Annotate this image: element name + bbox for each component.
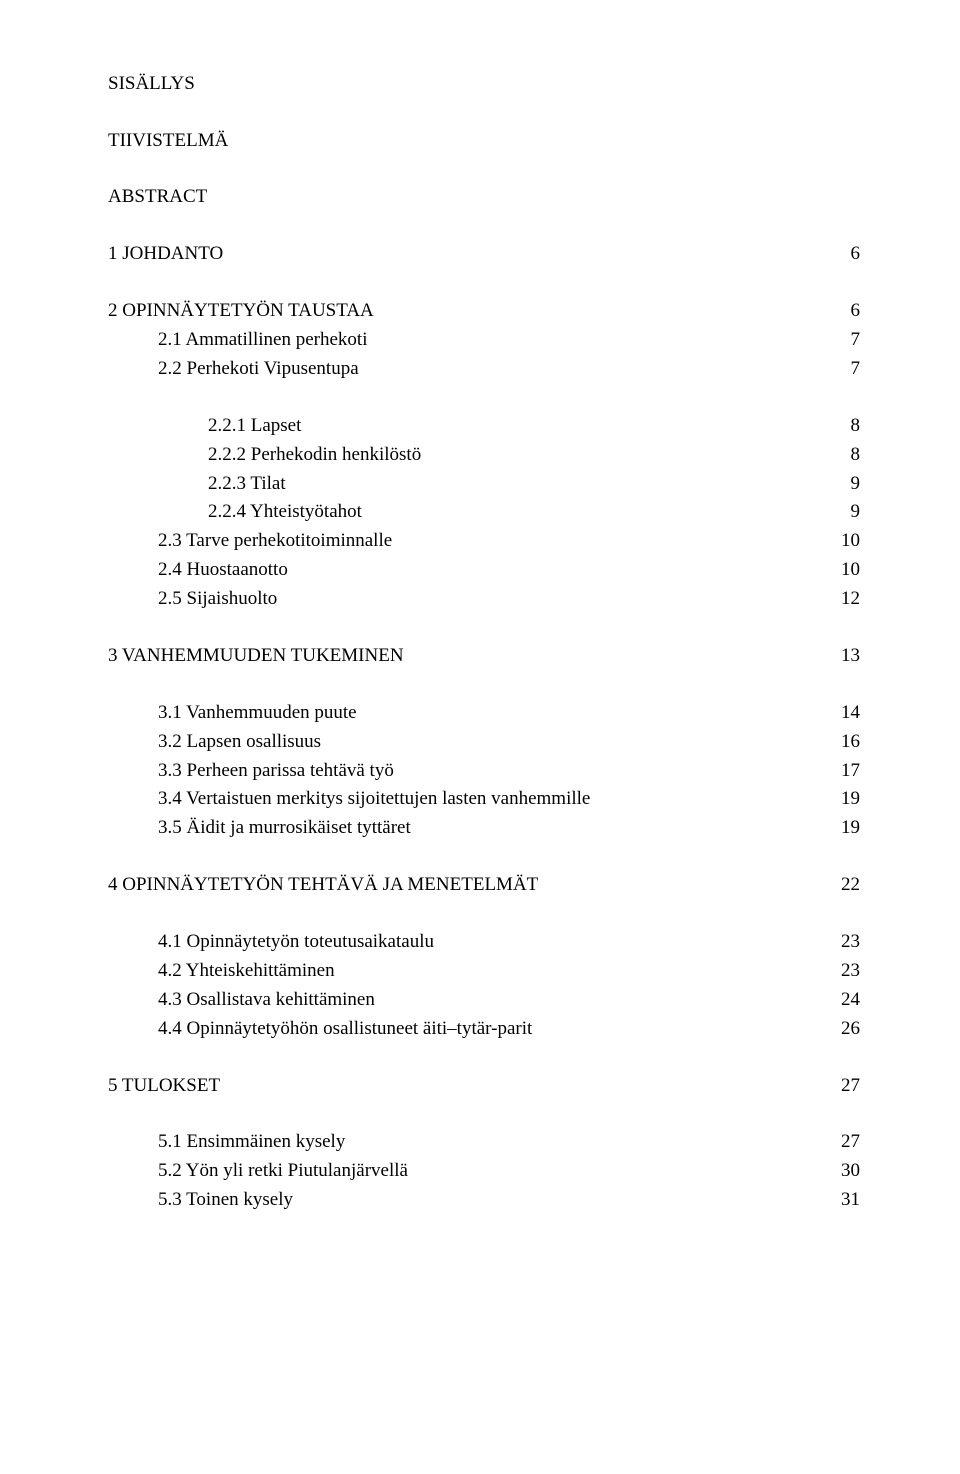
toc-page: 19: [820, 785, 860, 814]
front-matter: ABSTRACT: [108, 183, 860, 212]
toc-label: 2.2 Perhekoti Vipusentupa: [108, 355, 820, 384]
toc-page: 16: [820, 728, 860, 757]
front-label: ABSTRACT: [108, 183, 860, 212]
toc-label: 2 OPINNÄYTETYÖN TAUSTAA: [108, 297, 820, 326]
toc-group: 2.2.1 Lapset82.2.2 Perhekodin henkilöstö…: [108, 412, 860, 614]
toc-label: 5.3 Toinen kysely: [108, 1186, 820, 1215]
toc-label: 4.4 Opinnäytetyöhön osallistuneet äiti–t…: [108, 1015, 820, 1044]
front-matter: TIIVISTELMÄ: [108, 127, 860, 156]
toc-page: 10: [820, 527, 860, 556]
front-label: TIIVISTELMÄ: [108, 127, 860, 156]
table-of-contents: 1 JOHDANTO62 OPINNÄYTETYÖN TAUSTAA62.1 A…: [108, 240, 860, 1215]
toc-page: 9: [820, 470, 860, 499]
toc-label: 5.2 Yön yli retki Piutulanjärvellä: [108, 1157, 820, 1186]
toc-row: 5.2 Yön yli retki Piutulanjärvellä30: [108, 1157, 860, 1186]
toc-page: 7: [820, 355, 860, 384]
toc-label: 3.2 Lapsen osallisuus: [108, 728, 820, 757]
toc-row: 3.4 Vertaistuen merkitys sijoitettujen l…: [108, 785, 860, 814]
toc-page: 23: [820, 928, 860, 957]
toc-group: 3 VANHEMMUUDEN TUKEMINEN13: [108, 642, 860, 671]
toc-page: 10: [820, 556, 860, 585]
toc-page: 6: [820, 297, 860, 326]
front-item: ABSTRACT: [108, 183, 860, 212]
toc-label: 2.3 Tarve perhekotitoiminnalle: [108, 527, 820, 556]
toc-row: 2 OPINNÄYTETYÖN TAUSTAA6: [108, 297, 860, 326]
toc-row: 4 OPINNÄYTETYÖN TEHTÄVÄ JA MENETELMÄT22: [108, 871, 860, 900]
toc-page: 30: [820, 1157, 860, 1186]
toc-group: 1 JOHDANTO6: [108, 240, 860, 269]
toc-group: 2 OPINNÄYTETYÖN TAUSTAA62.1 Ammatillinen…: [108, 297, 860, 384]
toc-row: 2.2.3 Tilat9: [108, 470, 860, 499]
toc-page: 6: [820, 240, 860, 269]
toc-label: 5.1 Ensimmäinen kysely: [108, 1128, 820, 1157]
toc-row: 4.2 Yhteiskehittäminen23: [108, 957, 860, 986]
toc-label: 4.3 Osallistava kehittäminen: [108, 986, 820, 1015]
toc-row: 2.2.4 Yhteistyötahot9: [108, 498, 860, 527]
toc-group: 4 OPINNÄYTETYÖN TEHTÄVÄ JA MENETELMÄT22: [108, 871, 860, 900]
toc-page: 7: [820, 326, 860, 355]
toc-label: 2.1 Ammatillinen perhekoti: [108, 326, 820, 355]
toc-row: 2.3 Tarve perhekotitoiminnalle10: [108, 527, 860, 556]
toc-page: 31: [820, 1186, 860, 1215]
toc-group: 3.1 Vanhemmuuden puute143.2 Lapsen osall…: [108, 699, 860, 843]
toc-row: 4.1 Opinnäytetyön toteutusaikataulu23: [108, 928, 860, 957]
toc-label: 3.3 Perheen parissa tehtävä työ: [108, 757, 820, 786]
toc-group: 4.1 Opinnäytetyön toteutusaikataulu234.2…: [108, 928, 860, 1044]
toc-label: 3.5 Äidit ja murrosikäiset tyttäret: [108, 814, 820, 843]
toc-row: 2.2.1 Lapset8: [108, 412, 860, 441]
toc-page: 24: [820, 986, 860, 1015]
toc-row: 5.3 Toinen kysely31: [108, 1186, 860, 1215]
toc-page: 13: [820, 642, 860, 671]
toc-page: 27: [820, 1072, 860, 1101]
toc-row: 2.5 Sijaishuolto12: [108, 585, 860, 614]
toc-label: 5 TULOKSET: [108, 1072, 820, 1101]
toc-page: 19: [820, 814, 860, 843]
toc-row: 2.2.2 Perhekodin henkilöstö8: [108, 441, 860, 470]
toc-label: 2.2.1 Lapset: [108, 412, 820, 441]
toc-page: 8: [820, 412, 860, 441]
front-item: TIIVISTELMÄ: [108, 127, 860, 156]
toc-row: 3.5 Äidit ja murrosikäiset tyttäret19: [108, 814, 860, 843]
toc-row: 2.1 Ammatillinen perhekoti7: [108, 326, 860, 355]
toc-group: 5 TULOKSET27: [108, 1072, 860, 1101]
toc-label: 4.1 Opinnäytetyön toteutusaikataulu: [108, 928, 820, 957]
toc-page: 23: [820, 957, 860, 986]
toc-label: 2.4 Huostaanotto: [108, 556, 820, 585]
toc-group: 5.1 Ensimmäinen kysely275.2 Yön yli retk…: [108, 1128, 860, 1215]
toc-page: 27: [820, 1128, 860, 1157]
toc-title: SISÄLLYS: [108, 70, 860, 99]
toc-page: 12: [820, 585, 860, 614]
toc-label: 2.2.3 Tilat: [108, 470, 820, 499]
toc-label: 4 OPINNÄYTETYÖN TEHTÄVÄ JA MENETELMÄT: [108, 871, 820, 900]
toc-page: 8: [820, 441, 860, 470]
toc-label: 4.2 Yhteiskehittäminen: [108, 957, 820, 986]
toc-page: 26: [820, 1015, 860, 1044]
toc-page: 9: [820, 498, 860, 527]
toc-row: 5 TULOKSET27: [108, 1072, 860, 1101]
toc-label: 1 JOHDANTO: [108, 240, 820, 269]
toc-label: 3.4 Vertaistuen merkitys sijoitettujen l…: [108, 785, 820, 814]
toc-row: 5.1 Ensimmäinen kysely27: [108, 1128, 860, 1157]
toc-row: 1 JOHDANTO6: [108, 240, 860, 269]
toc-label: 3 VANHEMMUUDEN TUKEMINEN: [108, 642, 820, 671]
toc-row: 4.4 Opinnäytetyöhön osallistuneet äiti–t…: [108, 1015, 860, 1044]
toc-row: 3.3 Perheen parissa tehtävä työ17: [108, 757, 860, 786]
toc-label: 2.5 Sijaishuolto: [108, 585, 820, 614]
toc-label: 3.1 Vanhemmuuden puute: [108, 699, 820, 728]
toc-row: 4.3 Osallistava kehittäminen24: [108, 986, 860, 1015]
toc-row: 2.2 Perhekoti Vipusentupa7: [108, 355, 860, 384]
toc-page: 17: [820, 757, 860, 786]
toc-label: 2.2.4 Yhteistyötahot: [108, 498, 820, 527]
toc-page: 22: [820, 871, 860, 900]
toc-label: 2.2.2 Perhekodin henkilöstö: [108, 441, 820, 470]
toc-row: 3 VANHEMMUUDEN TUKEMINEN13: [108, 642, 860, 671]
toc-row: 3.1 Vanhemmuuden puute14: [108, 699, 860, 728]
toc-row: 2.4 Huostaanotto10: [108, 556, 860, 585]
toc-page: 14: [820, 699, 860, 728]
toc-row: 3.2 Lapsen osallisuus16: [108, 728, 860, 757]
